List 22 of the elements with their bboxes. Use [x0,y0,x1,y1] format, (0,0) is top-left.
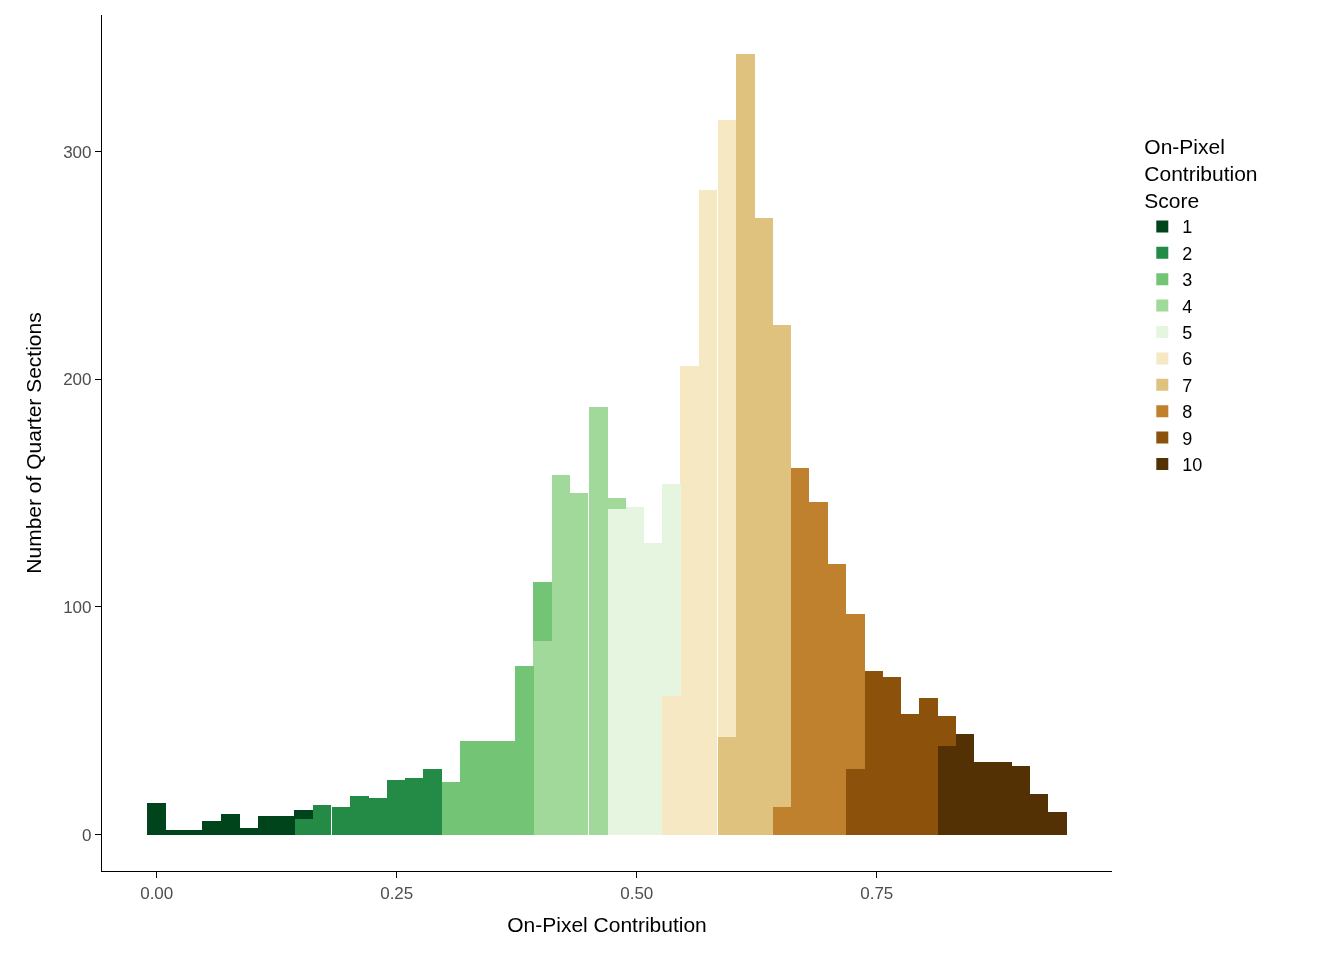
y-tick-label: 300 [63,142,92,162]
bar [533,582,552,641]
y-axis-title: Number of Quarter Sections [22,312,46,574]
legend-label: 10 [1182,455,1203,475]
legend-label: 3 [1182,270,1193,291]
x-tick-label: 0.25 [380,883,414,903]
x-tick-label: 0.00 [140,883,174,903]
y-tick-label: 200 [63,370,92,390]
y-tick-label: 100 [63,597,92,617]
legend-label: 9 [1182,428,1193,449]
x-tick-label: 0.50 [620,883,654,903]
y-tick-label: 0 [82,825,92,845]
legend-label: 8 [1182,402,1193,423]
legend-label: 6 [1182,349,1193,370]
x-tick-label: 0.75 [860,883,894,903]
legend-label: 5 [1182,323,1193,343]
x-axis-title: On-Pixel Contribution [507,912,707,936]
legend-title: On-Pixel Contribution Score [1144,134,1258,213]
legend-label: 2 [1182,243,1193,264]
legend-label: 4 [1182,296,1193,317]
legend-label: 7 [1182,375,1193,396]
legend-label: 1 [1182,217,1193,238]
